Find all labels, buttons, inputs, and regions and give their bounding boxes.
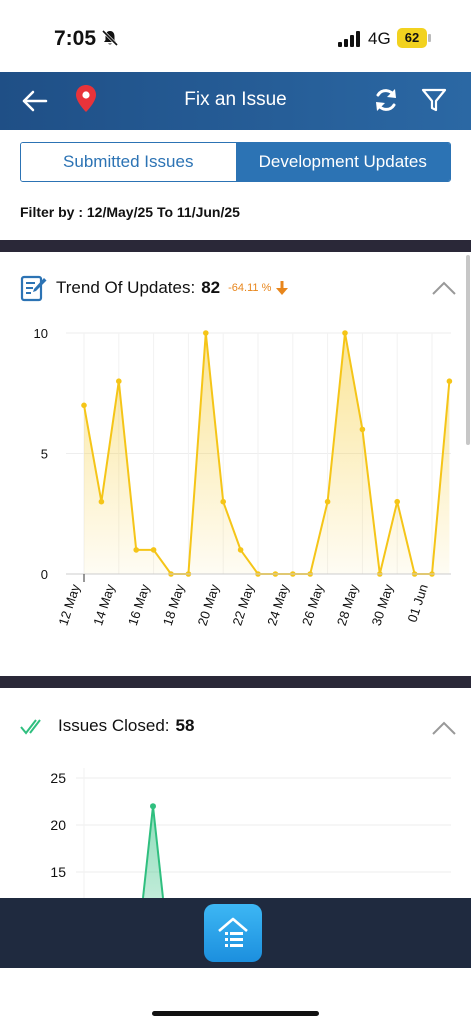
data-point bbox=[237, 547, 244, 553]
location-pin-icon[interactable] bbox=[74, 84, 98, 114]
filter-range-text: Filter by : 12/May/25 To 11/Jun/25 bbox=[20, 204, 240, 220]
scrollbar[interactable] bbox=[466, 255, 470, 445]
home-menu-icon bbox=[218, 917, 248, 947]
filter-icon[interactable] bbox=[420, 86, 448, 114]
closed-area bbox=[143, 806, 163, 898]
data-point bbox=[394, 498, 401, 505]
tab-bar: Submitted Issues Development Updates bbox=[20, 142, 451, 182]
x-tick-label: 12 May bbox=[55, 582, 83, 628]
trend-area bbox=[84, 333, 450, 574]
tab-development-updates[interactable]: Development Updates bbox=[235, 143, 450, 181]
x-tick-label: 14 May bbox=[90, 582, 118, 628]
section-divider bbox=[0, 676, 471, 688]
x-tick-label: 18 May bbox=[160, 582, 188, 628]
data-point bbox=[342, 330, 348, 336]
arrow-down-icon bbox=[276, 281, 289, 295]
trend-card-count: 82 bbox=[201, 278, 221, 297]
x-tick-label: 16 May bbox=[125, 582, 153, 628]
x-tick-label: 22 May bbox=[229, 582, 257, 628]
double-check-icon bbox=[20, 719, 41, 735]
battery-icon: 62 bbox=[397, 28, 431, 48]
page-title: Fix an Issue bbox=[184, 89, 287, 110]
closed-card-title: Issues Closed: bbox=[58, 716, 170, 735]
data-point bbox=[324, 498, 331, 505]
refresh-icon[interactable] bbox=[372, 86, 400, 114]
x-tick-label: 26 May bbox=[299, 582, 327, 628]
trend-of-updates-card: Trend Of Updates: 82 -64.11 % 0 5 10 12 May… bbox=[0, 252, 471, 676]
data-point bbox=[81, 402, 87, 409]
y-tick-label: 20 bbox=[50, 817, 66, 833]
trend-card-header: Trend Of Updates: 82 -64.11 % bbox=[20, 268, 289, 308]
y-tick-label: 15 bbox=[50, 864, 66, 880]
section-divider bbox=[0, 240, 471, 252]
data-point bbox=[116, 378, 122, 384]
data-point bbox=[359, 426, 366, 433]
app-header: Fix an Issue bbox=[0, 72, 471, 130]
x-tick-label: 30 May bbox=[369, 582, 397, 628]
y-tick-label: 25 bbox=[50, 770, 66, 786]
y-tick-label: 0 bbox=[41, 567, 48, 582]
battery-level: 62 bbox=[397, 28, 427, 48]
data-point bbox=[220, 498, 226, 505]
data-point bbox=[133, 547, 139, 553]
home-indicator bbox=[152, 1011, 319, 1016]
data-point bbox=[150, 803, 156, 810]
data-point bbox=[98, 498, 105, 505]
back-arrow-icon[interactable] bbox=[20, 86, 50, 116]
signal-icon bbox=[338, 31, 360, 47]
x-tick-label: 28 May bbox=[334, 582, 362, 628]
x-tick-label: 24 May bbox=[264, 582, 292, 628]
collapse-chevron-icon[interactable] bbox=[431, 720, 457, 736]
tab-submitted-issues[interactable]: Submitted Issues bbox=[21, 143, 236, 181]
y-tick-label: 5 bbox=[41, 447, 48, 462]
closed-card-count: 58 bbox=[175, 716, 195, 735]
home-button[interactable] bbox=[204, 904, 262, 962]
closed-card-header: Issues Closed: 58 bbox=[20, 706, 194, 746]
issues-closed-card: Issues Closed: 58 15 20 25 bbox=[0, 688, 471, 898]
x-tick-label: 01 Jun bbox=[405, 582, 431, 624]
trend-chart: 0 5 10 12 May 14 May 16 May 18 May 20 May 22 May… bbox=[34, 326, 453, 628]
bottom-navigation bbox=[0, 898, 471, 968]
edit-document-icon bbox=[20, 275, 47, 302]
x-tick-label: 20 May bbox=[195, 582, 223, 628]
data-point bbox=[203, 330, 209, 336]
network-label: 4G bbox=[368, 29, 391, 48]
trend-card-title: Trend Of Updates: bbox=[56, 278, 196, 297]
collapse-chevron-icon[interactable] bbox=[431, 280, 457, 296]
data-point bbox=[446, 378, 453, 384]
trend-change-percent: -64.11 % bbox=[228, 282, 272, 294]
issues-closed-chart: 15 20 25 bbox=[50, 768, 451, 898]
status-bar: 7:05 4G 62 bbox=[0, 0, 471, 72]
data-point bbox=[150, 547, 157, 553]
bell-muted-icon bbox=[101, 29, 119, 47]
y-tick-label: 10 bbox=[34, 326, 48, 341]
status-time: 7:05 bbox=[54, 27, 97, 50]
